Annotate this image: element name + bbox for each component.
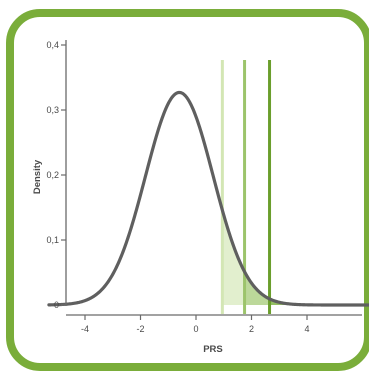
y-tick-label: 0,3	[46, 105, 59, 115]
x-tick-label: -2	[136, 324, 144, 334]
y-tick-label: 0,1	[46, 235, 59, 245]
x-axis-ticks: -4 -2 0 2 4	[81, 315, 310, 334]
y-tick-label: 0,2	[46, 170, 59, 180]
density-curve	[47, 90, 369, 307]
x-tick-label: 0	[193, 324, 198, 334]
x-tick-label: 2	[249, 324, 254, 334]
x-tick-label: 4	[304, 324, 309, 334]
axes	[65, 40, 362, 316]
x-axis-title: PRS	[203, 344, 223, 355]
y-axis-title: Density	[32, 159, 43, 194]
y-tick-label: 0,4	[46, 40, 59, 50]
x-tick-label: -4	[81, 324, 89, 334]
y-axis-ticks: 0 0,1 0,2 0,3 0,4	[46, 40, 66, 310]
y-tick-label: 0	[54, 300, 59, 310]
